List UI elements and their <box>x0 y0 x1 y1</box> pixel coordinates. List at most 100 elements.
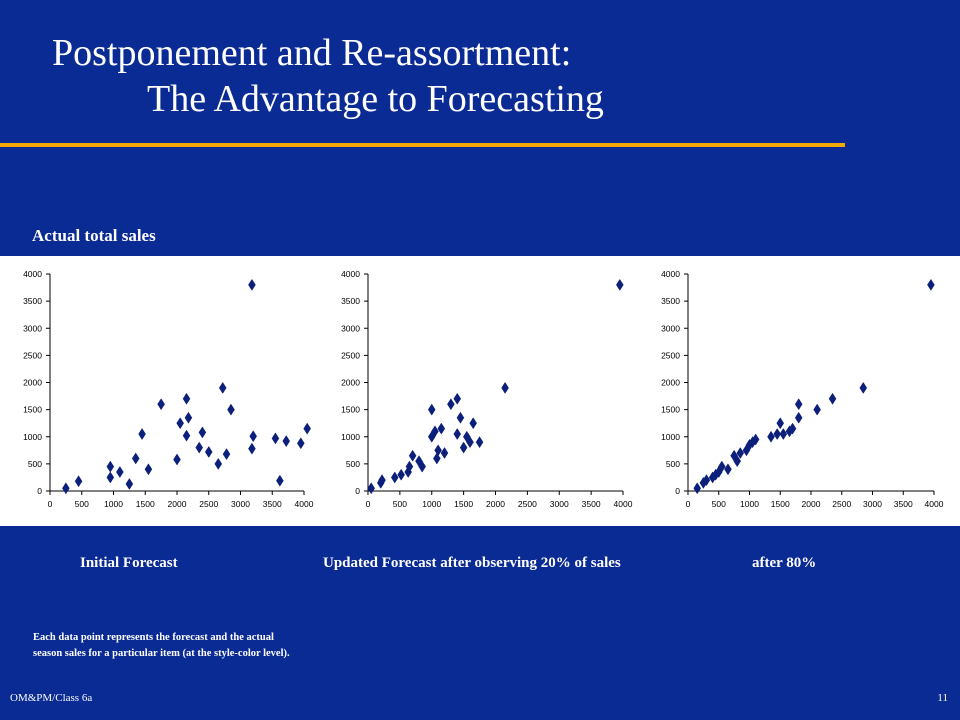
y-tick-label: 500 <box>346 459 360 469</box>
data-point <box>405 460 414 473</box>
y-tick-label: 3000 <box>23 323 42 333</box>
x-tick-label: 2500 <box>832 499 851 509</box>
data-point <box>125 477 134 490</box>
y-tick-label: 1000 <box>661 432 680 442</box>
data-point <box>475 436 484 449</box>
scatter-charts: 0 500 1000 1500 2000 2500 3000 3500 4000 0 500 1000… <box>23 269 944 509</box>
data-point <box>248 442 256 455</box>
data-point <box>440 447 449 459</box>
x-tick-label: 1000 <box>104 499 123 509</box>
title-line-2: The Advantage to Forecasting <box>147 78 604 120</box>
data-point <box>724 463 732 476</box>
data-point <box>779 428 788 441</box>
data-point <box>751 433 760 446</box>
y-tick-label: 2500 <box>23 350 42 360</box>
data-point <box>271 432 280 445</box>
y-tick-label: 0 <box>675 486 680 496</box>
data-point <box>248 278 256 291</box>
data-point <box>204 445 213 458</box>
data-point <box>859 381 868 394</box>
x-tick-label: 3000 <box>550 499 569 509</box>
data-point <box>390 471 399 484</box>
x-tick-label: 1500 <box>454 499 473 509</box>
data-point <box>397 468 405 481</box>
x-tick-label: 2000 <box>168 499 187 509</box>
y-tick-label: 1500 <box>661 405 680 415</box>
data-point <box>214 457 223 470</box>
x-tick-label: 500 <box>75 499 89 509</box>
data-point <box>106 471 115 484</box>
y-axis-caption: Actual total sales <box>32 226 156 245</box>
y-tick-label: 2000 <box>341 378 360 388</box>
y-tick-label: 1500 <box>341 405 360 415</box>
slide-title: Postponement and Re-assortment: The Adva… <box>52 30 604 122</box>
x-tick-label: 0 <box>366 499 371 509</box>
title-line-1: Postponement and Re-assortment: <box>52 32 572 74</box>
x-tick-label: 1500 <box>771 499 790 509</box>
data-point <box>131 452 140 465</box>
y-tick-label: 4000 <box>23 269 42 279</box>
data-point <box>702 474 711 487</box>
data-point <box>276 474 284 487</box>
y-tick-label: 0 <box>37 486 42 496</box>
data-point <box>693 482 702 495</box>
x-tick-label: 3000 <box>231 499 250 509</box>
scatter-chart-2: 0 500 1000 1500 2000 2500 3000 3500 4000 0 500 1000… <box>341 269 633 509</box>
y-tick-label: 0 <box>355 486 360 496</box>
title-underline <box>0 143 845 147</box>
data-point <box>378 474 386 487</box>
data-point <box>501 381 509 394</box>
data-point <box>927 278 935 291</box>
scatter-chart-1: 0 500 1000 1500 2000 2500 3000 3500 4000 0 500 1000… <box>23 269 314 509</box>
data-point <box>176 417 184 430</box>
data-point <box>144 463 153 476</box>
data-point <box>794 411 803 424</box>
data-point <box>195 441 204 454</box>
scatter-chart-3: 0 500 1000 1500 2000 2500 3000 3500 4000 0 500 1000… <box>661 269 944 509</box>
x-tick-label: 2000 <box>802 499 821 509</box>
data-point <box>616 278 624 291</box>
data-point <box>182 392 191 405</box>
y-tick-label: 3000 <box>341 323 360 333</box>
caption-after-80: after 80% <box>752 555 817 571</box>
data-point <box>249 430 257 443</box>
data-point <box>459 441 468 454</box>
y-tick-label: 500 <box>666 459 680 469</box>
x-tick-label: 500 <box>712 499 726 509</box>
caption-initial-forecast: Initial Forecast <box>80 555 178 571</box>
footnote-line-1: Each data point represents the forecast … <box>33 632 274 643</box>
y-tick-label: 2000 <box>661 378 680 388</box>
data-point <box>222 448 231 461</box>
data-point <box>218 381 227 394</box>
data-point <box>453 392 462 405</box>
x-tick-label: 1500 <box>136 499 155 509</box>
data-point <box>297 437 305 450</box>
footnote-line-2: season sales for a particular item (at t… <box>33 648 290 659</box>
data-point <box>157 398 165 411</box>
data-point <box>408 449 417 462</box>
data-point <box>794 398 803 411</box>
data-point <box>367 482 375 495</box>
data-point <box>106 460 115 473</box>
x-tick-label: 3500 <box>263 499 282 509</box>
x-tick-label: 2000 <box>486 499 505 509</box>
data-point <box>173 453 181 466</box>
data-point <box>718 460 726 473</box>
footnote: Each data point represents the forecast … <box>33 630 290 662</box>
x-tick-label: 4000 <box>614 499 633 509</box>
x-tick-label: 1000 <box>422 499 441 509</box>
x-tick-label: 2500 <box>199 499 218 509</box>
y-tick-label: 3500 <box>341 296 360 306</box>
data-point <box>74 475 83 488</box>
x-tick-label: 3000 <box>863 499 882 509</box>
data-point <box>431 425 439 438</box>
data-point <box>733 455 741 468</box>
y-tick-label: 2500 <box>661 350 680 360</box>
y-tick-label: 3500 <box>661 296 680 306</box>
x-tick-label: 2500 <box>518 499 537 509</box>
y-tick-label: 1000 <box>23 432 42 442</box>
y-tick-label: 2000 <box>23 378 42 388</box>
data-point <box>62 482 70 495</box>
data-point <box>138 428 146 441</box>
x-tick-label: 3500 <box>894 499 913 509</box>
